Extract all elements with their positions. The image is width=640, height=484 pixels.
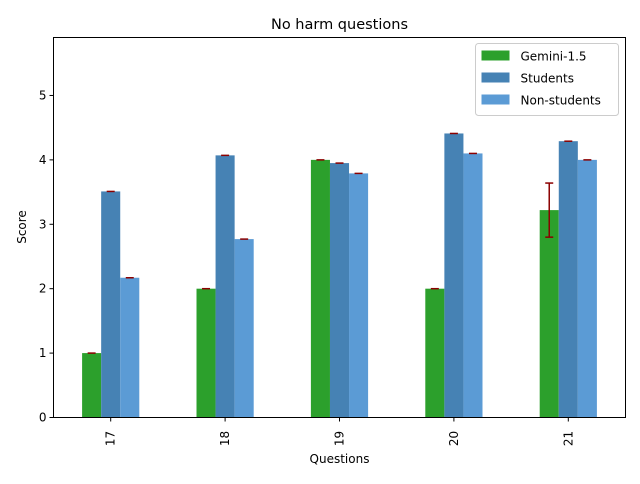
legend-swatch [481, 94, 510, 105]
x-tick-label: 21 [561, 431, 575, 446]
y-tick-label: 4 [39, 153, 47, 167]
y-tick-label: 1 [39, 346, 47, 360]
y-axis-label: Score [15, 210, 29, 244]
bar [463, 153, 483, 418]
x-tick-label: 18 [218, 431, 232, 446]
y-tick-label: 0 [39, 411, 47, 425]
x-axis-label: Questions [310, 452, 370, 466]
bar [349, 173, 369, 418]
legend-label: Gemini-1.5 [521, 50, 587, 64]
bar [329, 163, 350, 418]
legend-label: Students [521, 72, 575, 86]
bar [101, 191, 121, 418]
legend-swatch [481, 72, 510, 83]
x-tick-label: 17 [104, 431, 118, 446]
y-tick-label: 5 [39, 88, 47, 102]
bar [120, 277, 140, 418]
bar [215, 155, 235, 418]
bar [558, 141, 578, 418]
bar [425, 288, 445, 418]
y-tick-label: 3 [39, 217, 47, 231]
bar [539, 210, 559, 418]
bar [82, 353, 102, 418]
bar [444, 133, 464, 418]
x-tick-label: 20 [447, 431, 461, 446]
bar [234, 239, 254, 418]
chart-title: No harm questions [271, 17, 408, 33]
bar [577, 159, 597, 418]
bar [196, 288, 216, 418]
legend-box [475, 43, 619, 116]
legend-swatch [481, 50, 510, 61]
y-tick-label: 2 [39, 282, 47, 296]
bar [310, 159, 330, 418]
legend-label: Non-students [521, 94, 601, 108]
plot-frame [53, 37, 626, 418]
x-tick-label: 19 [333, 431, 347, 446]
legend: Gemini-1.5 Students Non-students [475, 43, 619, 116]
